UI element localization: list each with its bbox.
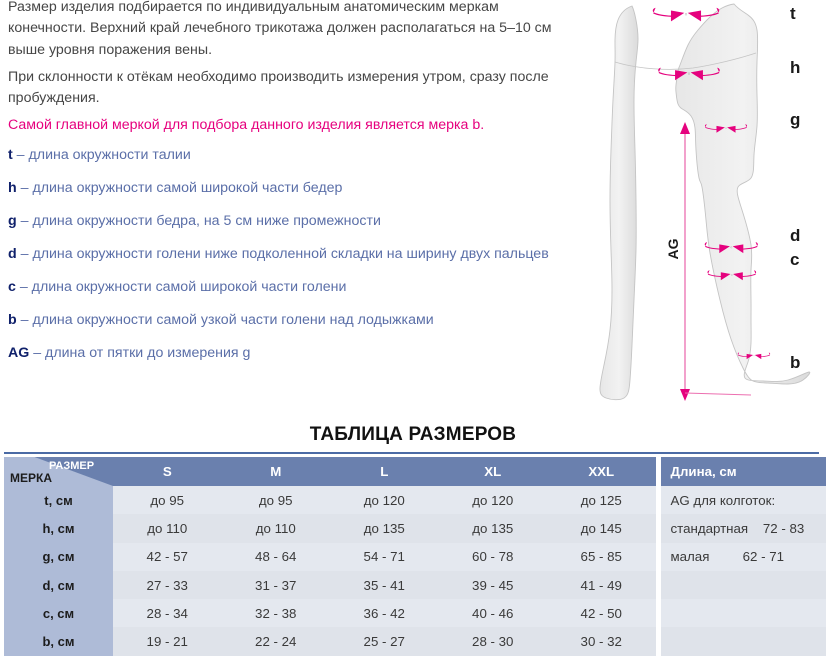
svg-text:AG: AG [665,238,681,259]
